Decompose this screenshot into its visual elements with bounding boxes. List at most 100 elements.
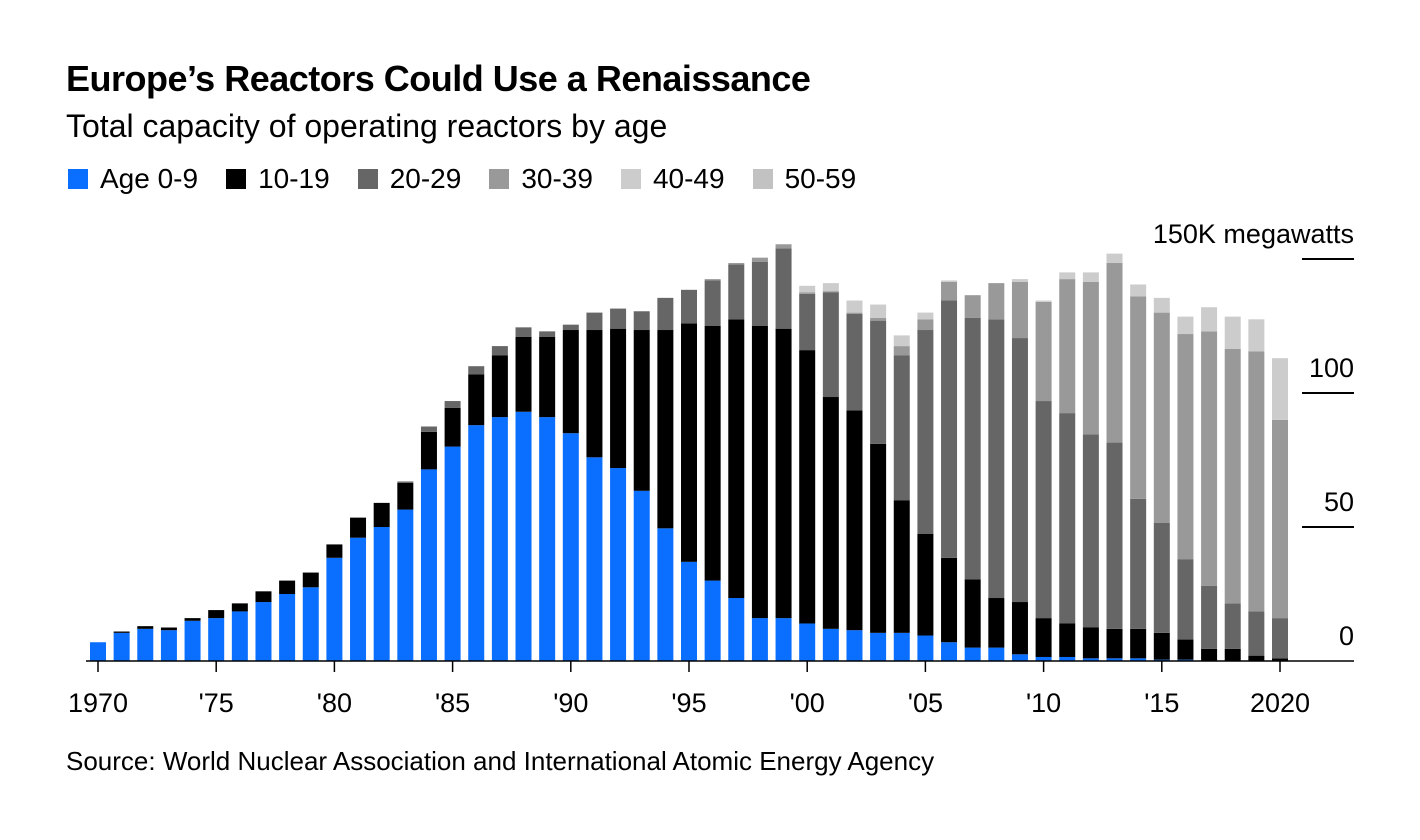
bar-segment-1997-series-2 — [728, 264, 745, 320]
bar-segment-2015-series-2 — [1153, 522, 1170, 633]
legend-label: Age 0-9 — [100, 163, 199, 194]
bar-segment-2000-series-4 — [799, 285, 816, 293]
bar-segment-2009-series-4 — [1011, 279, 1028, 282]
bar-segment-2005-series-2 — [917, 330, 934, 534]
bar-segment-2017-series-1 — [1201, 648, 1218, 661]
bar-segment-2012-series-1 — [1082, 627, 1099, 659]
bar-segment-2011-series-3 — [1059, 279, 1076, 414]
bar-segment-2011-series-1 — [1059, 623, 1076, 657]
bar-segment-2006-series-3 — [941, 281, 958, 301]
bar-segment-2016-series-3 — [1177, 334, 1194, 560]
bar-segment-2000-series-2 — [799, 293, 816, 351]
bar-segment-1989-series-0 — [539, 417, 556, 661]
bar-segment-2016-series-4 — [1177, 316, 1194, 335]
bar-segment-2006-series-2 — [941, 300, 958, 558]
bar-segment-2003-series-4 — [870, 304, 887, 318]
legend-item-10-19: 10-19 — [226, 163, 330, 195]
bar-segment-2002-series-3 — [846, 312, 863, 314]
bar-segment-1975-series-1 — [208, 610, 225, 619]
bar-segment-2000-series-0 — [799, 623, 816, 661]
bar-segment-2000-series-1 — [799, 350, 816, 624]
bar-segment-1996-series-0 — [704, 580, 721, 661]
x-tick-label: '10 — [1026, 688, 1061, 718]
bar-segment-2019-series-3 — [1248, 351, 1265, 612]
bar-segment-1972-series-0 — [137, 628, 154, 661]
bar-segment-2012-series-2 — [1082, 434, 1099, 628]
bar-segment-1983-series-0 — [397, 509, 414, 661]
bar-segment-2007-series-2 — [964, 317, 981, 580]
legend-label: 50-59 — [784, 163, 857, 194]
bar-segment-1999-series-0 — [775, 618, 792, 661]
legend-item-40-49: 40-49 — [620, 163, 725, 195]
x-tick-label: '90 — [553, 688, 588, 718]
x-tick-label: 2020 — [1250, 688, 1310, 718]
bar-segment-1980-series-1 — [326, 544, 343, 558]
legend-label: 10-19 — [258, 163, 330, 194]
bar-segment-1989-series-2 — [539, 331, 556, 337]
x-tick-label: '75 — [199, 688, 234, 718]
bar-segment-2002-series-1 — [846, 410, 863, 631]
bar-segment-1996-series-1 — [704, 326, 721, 581]
legend-swatch — [752, 169, 773, 189]
bar-segment-1994-series-0 — [657, 528, 674, 661]
bar-segment-2012-series-4 — [1082, 272, 1099, 282]
legend-swatch — [620, 169, 641, 189]
bar-segment-2007-series-1 — [964, 579, 981, 648]
bar-segment-1995-series-2 — [681, 289, 697, 324]
bar-segment-2020-series-3 — [1272, 419, 1288, 619]
legend-label: 40-49 — [652, 163, 725, 194]
bar-segment-1992-series-0 — [610, 468, 627, 661]
bar-segment-1971-series-0 — [113, 632, 130, 661]
bar-segment-1995-series-1 — [681, 323, 697, 562]
bar-segment-2015-series-3 — [1153, 312, 1170, 523]
bar-segment-1987-series-2 — [491, 346, 508, 356]
bar-segment-2019-series-2 — [1248, 611, 1265, 656]
bar-segment-1974-series-1 — [184, 618, 201, 621]
y-tick-label: 150K megawatts — [1153, 219, 1354, 249]
bar-segment-2007-series-0 — [964, 647, 981, 661]
bar-segment-1983-series-2 — [397, 481, 414, 483]
bar-segment-2000-series-3 — [799, 292, 816, 294]
bar-segment-2008-series-0 — [988, 647, 1005, 661]
chart-title: Europe’s Reactors Could Use a Renaissanc… — [66, 58, 811, 99]
y-tick-label: 50 — [1324, 487, 1354, 517]
bar-segment-1985-series-0 — [444, 446, 461, 661]
bar-segment-1988-series-1 — [515, 336, 532, 412]
bar-segment-2020-series-2 — [1272, 618, 1288, 659]
x-tick-label: 1970 — [68, 688, 128, 718]
bar-segment-1983-series-1 — [397, 482, 414, 510]
bar-segment-2010-series-2 — [1035, 401, 1052, 619]
bar-segment-1973-series-1 — [160, 627, 177, 631]
bar-segment-1991-series-0 — [586, 457, 603, 661]
bar-segment-2004-series-1 — [893, 500, 910, 633]
bar-segment-2016-series-1 — [1177, 639, 1194, 660]
bar-segment-2014-series-3 — [1130, 296, 1147, 499]
legend-swatch — [489, 169, 510, 189]
bar-segment-2013-series-1 — [1106, 628, 1123, 659]
bar-segment-1986-series-0 — [468, 425, 485, 661]
legend-item-30-39: 30-39 — [489, 163, 593, 195]
legend-item-50-59: 50-59 — [752, 163, 857, 195]
bar-segment-1982-series-1 — [373, 502, 390, 527]
bar-segment-2020-series-1 — [1272, 658, 1288, 661]
bar-segment-2004-series-3 — [893, 346, 910, 356]
legend-item-20-29: 20-29 — [357, 163, 461, 195]
bar-segment-2007-series-3 — [964, 295, 981, 318]
bar-segment-2018-series-1 — [1224, 648, 1241, 661]
bar-segment-1998-series-3 — [751, 257, 768, 262]
bar-segment-2003-series-0 — [870, 632, 887, 661]
bar-segment-2006-series-1 — [941, 557, 958, 643]
bar-segment-2014-series-4 — [1130, 284, 1147, 297]
bar-segment-2008-series-1 — [988, 598, 1005, 648]
bar-segment-1992-series-2 — [610, 308, 627, 329]
bar-segment-1996-series-3 — [704, 279, 721, 281]
bar-segment-2019-series-4 — [1248, 319, 1265, 352]
bar-segment-1993-series-1 — [633, 330, 650, 491]
bar-segment-1984-series-1 — [420, 431, 437, 470]
bar-segment-2019-series-1 — [1248, 655, 1265, 661]
bar-segment-2008-series-2 — [988, 319, 1005, 599]
bar-segment-1984-series-2 — [420, 426, 437, 432]
bar-segment-2012-series-3 — [1082, 281, 1099, 435]
bar-segment-1997-series-1 — [728, 319, 745, 599]
x-tick-label: '00 — [790, 688, 825, 718]
